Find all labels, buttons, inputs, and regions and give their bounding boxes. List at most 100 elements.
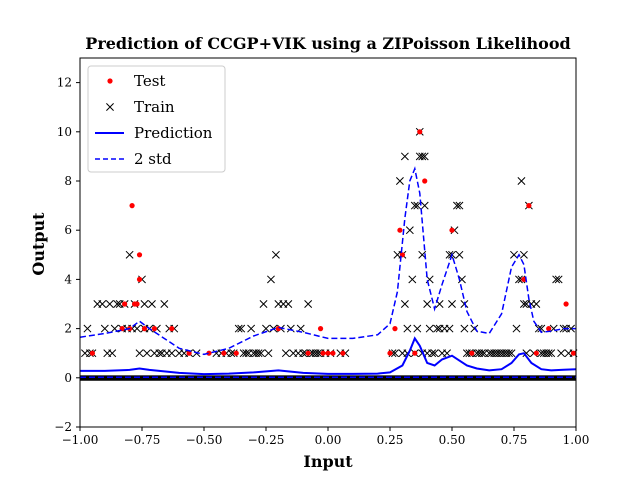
legend-label: 2 std <box>134 150 172 168</box>
test-point <box>340 350 346 356</box>
test-point <box>387 350 393 356</box>
test-point <box>141 326 148 332</box>
train-point <box>271 250 280 259</box>
train-point <box>420 152 429 161</box>
train-point <box>455 201 464 210</box>
train-point <box>567 324 575 333</box>
y-tick-label: 2 <box>64 322 72 336</box>
test-point <box>136 276 143 282</box>
train-point <box>105 300 114 308</box>
train-point <box>257 349 265 358</box>
train-point <box>512 324 521 333</box>
train-point <box>98 300 107 308</box>
train-point <box>557 349 566 358</box>
y-tick-label: 10 <box>57 125 72 139</box>
train-point <box>425 324 434 333</box>
legend-box <box>87 65 226 173</box>
y-axis: −2 0 2 4 6 8 10 12 <box>54 76 80 434</box>
train-point <box>299 349 308 358</box>
test-point <box>546 326 552 332</box>
test-point <box>422 178 428 184</box>
train-point <box>448 300 456 308</box>
y-tick-label: 0 <box>64 371 72 385</box>
train-point <box>507 349 516 358</box>
train-point <box>453 201 461 210</box>
train-point <box>167 349 176 358</box>
test-point <box>412 350 418 356</box>
test-point <box>305 350 311 356</box>
train-point <box>227 349 236 358</box>
train-point <box>405 226 414 235</box>
train-point <box>314 349 323 358</box>
x-axis-label: Input <box>303 452 353 471</box>
test-point <box>570 350 577 356</box>
train-point <box>160 300 169 308</box>
test-point <box>233 350 239 356</box>
test-point <box>320 350 326 356</box>
train-point <box>113 300 122 308</box>
test-point <box>325 350 331 356</box>
train-point <box>477 349 486 358</box>
chart-title: Prediction of CCGP+VIK using a ZIPoisson… <box>85 34 570 53</box>
train-point <box>445 324 454 333</box>
y-tick-label: 12 <box>57 76 72 90</box>
train-point <box>532 300 541 308</box>
train-point <box>391 349 399 358</box>
test-point <box>129 203 135 209</box>
x-tick-label: 0.25 <box>377 433 404 447</box>
train-point <box>135 349 144 358</box>
train-point <box>281 349 290 358</box>
upper-2std-line <box>79 166 576 356</box>
test-point <box>206 350 212 356</box>
y-tick-label: 4 <box>64 272 72 286</box>
train-point <box>519 300 528 308</box>
train-point <box>400 152 409 161</box>
train-point <box>155 349 164 358</box>
x-tick-label: 0.50 <box>439 433 466 447</box>
plot-area <box>79 127 578 381</box>
train-point <box>259 300 268 308</box>
test-point <box>136 252 143 258</box>
train-point <box>515 275 523 284</box>
train-point <box>460 324 469 333</box>
train-point <box>395 177 404 185</box>
train-point <box>544 349 553 358</box>
train-point <box>413 324 422 333</box>
train-point <box>133 324 141 333</box>
train-point <box>140 300 149 308</box>
train-point <box>519 250 528 259</box>
train-point <box>284 300 293 308</box>
legend-label: Prediction <box>134 124 213 142</box>
train-point <box>433 324 442 333</box>
test-point <box>526 203 532 209</box>
legend-test-marker <box>107 78 113 84</box>
train-point <box>410 201 419 210</box>
train-point <box>423 300 432 308</box>
train-point <box>83 324 92 333</box>
y-tick-label: −2 <box>54 420 72 434</box>
y-tick-label: 8 <box>64 174 72 188</box>
legend: Test Train Prediction 2 std <box>87 65 226 173</box>
test-point <box>330 350 336 356</box>
train-point <box>400 300 409 308</box>
train-point <box>264 349 273 358</box>
x-axis: −1.00 −0.75 −0.50 −0.25 0.00 0.25 0.50 0.75 1.00 <box>62 427 589 447</box>
train-point <box>418 152 427 161</box>
train-point <box>237 324 246 333</box>
train-point <box>517 177 526 185</box>
train-point <box>552 275 561 284</box>
train-point <box>522 349 531 358</box>
test-point <box>275 326 281 332</box>
train-point <box>420 201 429 210</box>
test-point <box>417 129 423 135</box>
test-point <box>169 326 175 332</box>
train-point <box>254 349 263 358</box>
train-point <box>413 201 422 210</box>
test-point <box>469 350 475 356</box>
x-tick-label: 0.00 <box>315 433 342 447</box>
legend-label: Train <box>134 98 175 116</box>
train-point <box>455 250 464 259</box>
x-tick-label: 0.75 <box>501 433 528 447</box>
test-point <box>151 326 157 332</box>
test-point <box>449 227 455 233</box>
